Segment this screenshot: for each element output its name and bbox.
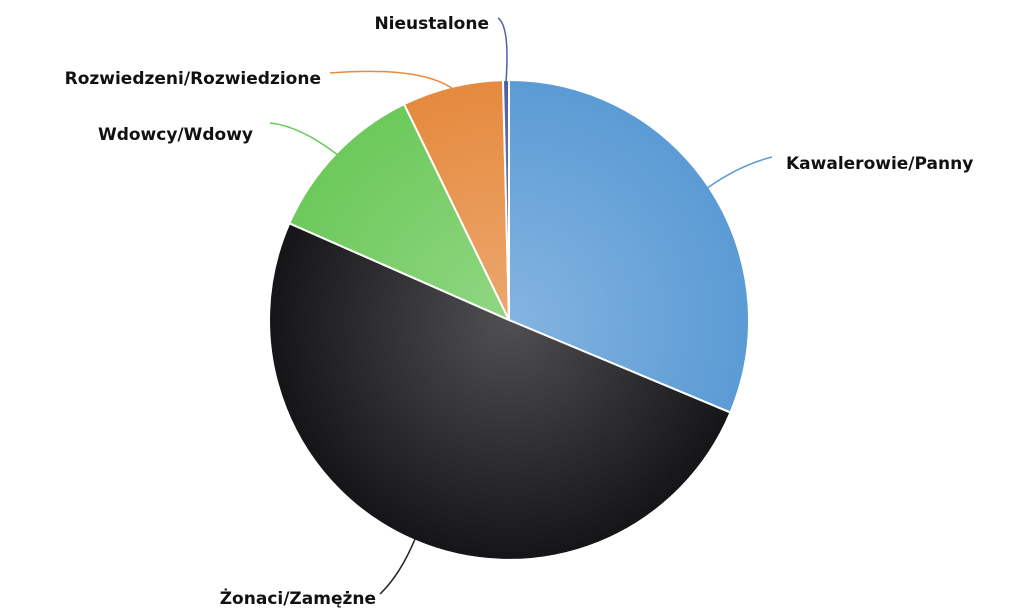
label-wdowcy-wdowy: Wdowcy/Wdowy <box>98 125 253 145</box>
label-zonaci-zamezne: Żonaci/Zamężne <box>220 587 376 609</box>
leader-nieustalone <box>497 17 508 83</box>
leader-rozwiedzeni-rozwiedzione <box>329 70 454 90</box>
label-kawalerowie-panny: Kawalerowie/Panny <box>786 154 973 174</box>
leader-zonaci-zamezne <box>379 538 416 595</box>
leader-kawalerowie-panny <box>706 156 773 189</box>
label-nieustalone: Nieustalone <box>374 14 489 34</box>
leader-lines <box>269 17 773 595</box>
pie-slices <box>268 78 750 561</box>
slice-labels: Kawalerowie/Panny Żonaci/Zamężne Wdowcy/… <box>65 14 974 609</box>
leader-wdowcy-wdowy <box>269 122 339 156</box>
label-rozwiedzeni-rozwiedzione: Rozwiedzeni/Rozwiedzione <box>65 69 321 89</box>
